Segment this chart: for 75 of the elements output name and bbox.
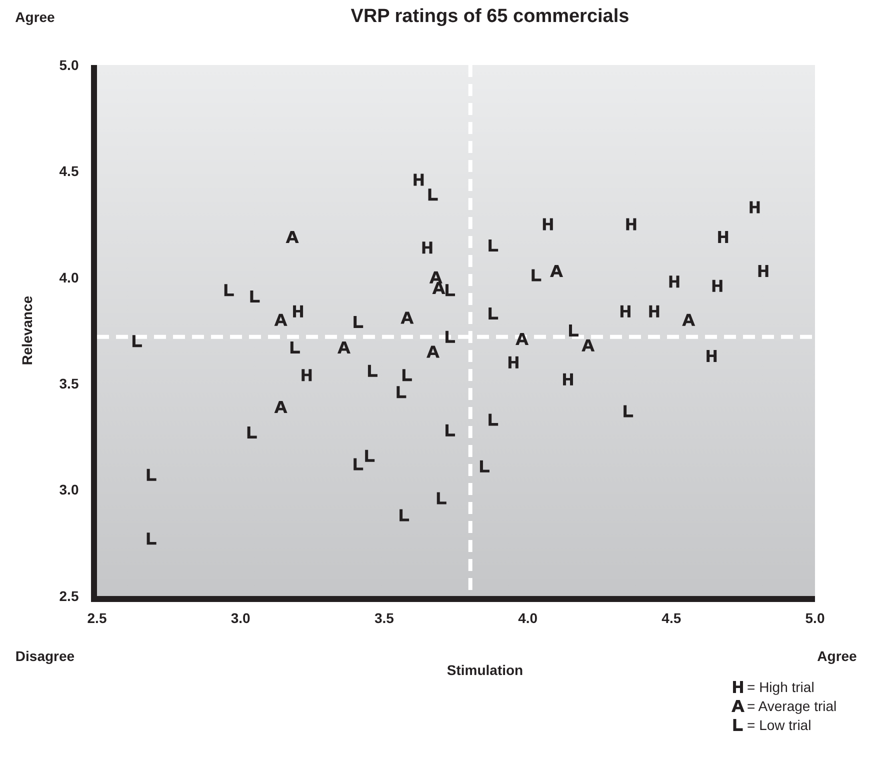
point <box>624 405 634 418</box>
point <box>132 335 142 348</box>
point <box>286 231 299 244</box>
x-tick-label: 3.5 <box>374 610 394 626</box>
y-tick-label: 3.0 <box>59 482 79 498</box>
point <box>480 460 490 472</box>
point <box>682 314 696 326</box>
point <box>428 188 438 201</box>
point <box>274 314 288 326</box>
point <box>414 174 424 186</box>
point <box>446 284 456 296</box>
point <box>146 468 156 481</box>
legend-label: = High trial <box>747 679 814 695</box>
point <box>224 284 234 296</box>
point <box>758 265 768 278</box>
x-axis-title: Stimulation <box>446 662 524 678</box>
y-tick-label: 2.5 <box>59 588 79 604</box>
point <box>402 369 412 382</box>
point <box>354 316 364 328</box>
point <box>488 414 498 426</box>
point <box>426 346 440 358</box>
point <box>669 276 680 288</box>
point <box>354 458 364 470</box>
point <box>706 350 717 362</box>
point <box>432 282 446 294</box>
point <box>429 271 442 284</box>
point <box>337 341 350 354</box>
point <box>446 330 456 343</box>
x-tick-label: 2.5 <box>87 610 107 626</box>
point <box>569 324 578 336</box>
y-tick-label: 4.0 <box>59 269 79 286</box>
point <box>563 373 574 386</box>
point <box>436 492 446 504</box>
text: Agree <box>817 648 858 664</box>
point <box>396 386 406 398</box>
point <box>718 231 728 244</box>
point <box>750 201 760 214</box>
point <box>446 424 456 436</box>
legend-label: = Low trial <box>747 717 812 733</box>
x-tick-label: 4.5 <box>662 610 682 626</box>
point <box>488 308 498 320</box>
y-axis-title: Relevance <box>19 296 35 366</box>
point <box>302 369 312 382</box>
x-tick-label: 5.0 <box>805 610 825 626</box>
point <box>516 332 529 345</box>
point <box>542 218 553 230</box>
chart-title: VRP ratings of 65 commercials <box>350 6 630 27</box>
x-tick-label: 4.0 <box>518 610 538 626</box>
point <box>422 242 432 254</box>
point <box>712 280 722 292</box>
point <box>250 290 260 303</box>
text: Disagree <box>15 648 75 664</box>
point <box>550 265 564 278</box>
point <box>508 356 518 368</box>
point <box>293 305 304 318</box>
y-tick-label: 5.0 <box>59 56 79 73</box>
point <box>365 450 375 462</box>
point <box>488 240 498 252</box>
point <box>146 532 156 545</box>
text: Agree <box>15 9 56 25</box>
x-tick-label: 3.0 <box>230 610 251 626</box>
point <box>290 341 300 354</box>
point <box>582 339 595 352</box>
y-tick-label: 4.5 <box>59 163 79 180</box>
point <box>626 218 636 230</box>
point <box>247 426 257 438</box>
point <box>649 305 660 318</box>
y-tick-label: 3.5 <box>59 376 79 392</box>
point <box>532 269 542 282</box>
legend-label: = Average trial <box>747 698 837 714</box>
point <box>368 364 378 377</box>
point <box>620 305 630 318</box>
point <box>274 400 288 413</box>
point <box>400 312 414 324</box>
point <box>400 509 410 522</box>
